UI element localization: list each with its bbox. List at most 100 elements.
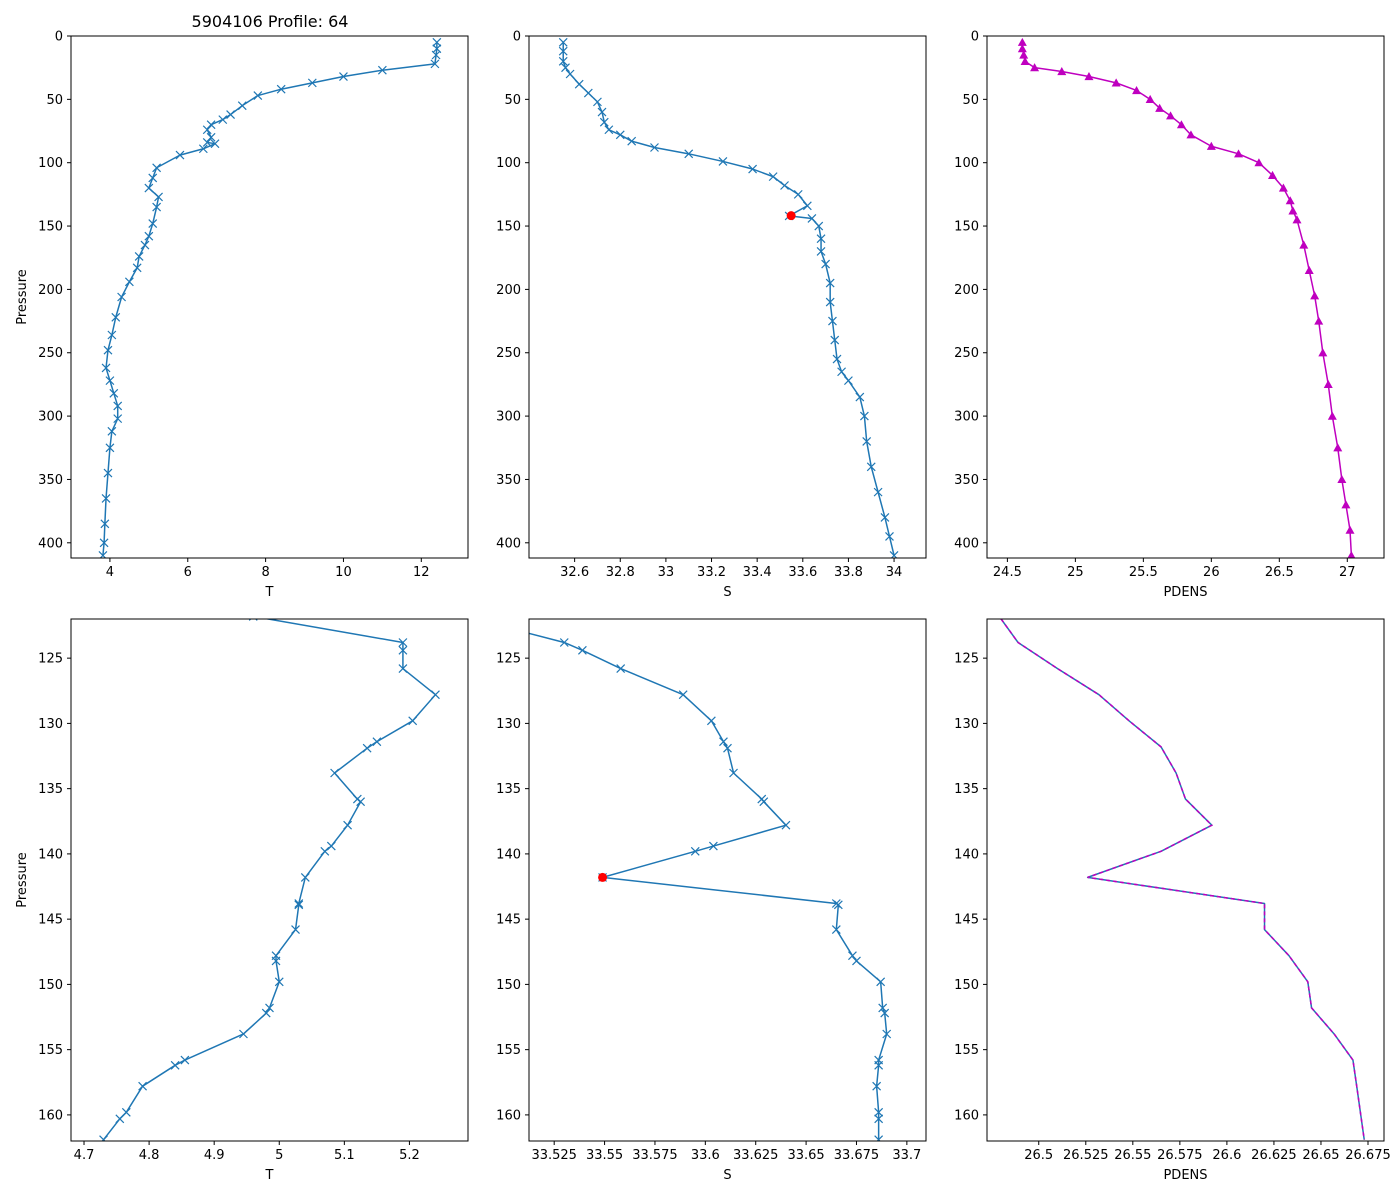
data-point — [175, 150, 185, 160]
data-point — [326, 841, 336, 851]
x-tick-label: 26.65 — [1302, 1148, 1339, 1163]
y-tick-label: 125 — [38, 652, 63, 667]
data-point — [874, 1114, 884, 1124]
data-point — [759, 797, 769, 807]
x-tick-label: 33.6 — [691, 1148, 720, 1163]
plot-area — [98, 37, 442, 558]
data-point — [111, 312, 121, 322]
data-point — [1268, 170, 1278, 179]
y-axis-label: Pressure — [15, 852, 30, 908]
data-point — [832, 354, 842, 364]
data-point — [362, 743, 372, 753]
y-tick-label: 50 — [962, 93, 979, 108]
data-point — [880, 513, 890, 522]
y-tick-label: 160 — [496, 1108, 521, 1123]
data-point — [678, 690, 688, 700]
x-tick-label: 5.2 — [399, 1148, 420, 1163]
data-point — [294, 900, 304, 910]
data-point — [431, 50, 441, 60]
data-point — [343, 820, 353, 830]
data-point — [276, 84, 286, 94]
x-tick-label: 33.7 — [892, 1148, 921, 1163]
data-point — [1299, 240, 1309, 249]
data-point — [408, 716, 418, 726]
data-point — [99, 1135, 108, 1141]
data-point — [1285, 196, 1295, 205]
data-point — [650, 143, 659, 152]
data-point — [561, 63, 570, 73]
data-point — [377, 65, 387, 75]
x-tick-label: 33.6 — [788, 565, 817, 580]
data-point — [1318, 348, 1328, 357]
data-point — [100, 519, 110, 529]
y-tick-label: 300 — [954, 410, 979, 425]
chart-panel-3: 4.7 4.8 4.9 5 5.1 5.2 125 130 135 140 145 150 155 160… — [15, 618, 469, 1183]
y-tick-label: 125 — [496, 652, 521, 667]
plot-area — [529, 632, 892, 1141]
data-point — [852, 956, 861, 966]
data-point — [307, 78, 317, 88]
y-tick-label: 0 — [55, 30, 63, 45]
data-point — [218, 115, 228, 125]
data-point — [872, 1081, 882, 1091]
y-tick-label: 350 — [38, 473, 63, 488]
x-tick-label: 33.575 — [632, 1148, 678, 1163]
data-point — [138, 1081, 148, 1091]
x-axis-label: S — [723, 585, 731, 600]
data-point — [356, 797, 366, 807]
data-point — [1132, 85, 1142, 95]
y-tick-label: 50 — [46, 93, 63, 108]
data-point — [802, 201, 812, 211]
x-axis-label: S — [723, 1168, 731, 1183]
x-tick-label: 26.525 — [1063, 1148, 1109, 1163]
data-point — [101, 494, 111, 503]
y-tick-label: 140 — [38, 847, 63, 862]
x-tick-label: 33.55 — [586, 1148, 623, 1163]
data-point — [1166, 111, 1176, 120]
y-axis-label: Pressure — [15, 269, 30, 325]
data-point — [115, 1114, 125, 1124]
y-tick-label: 150 — [496, 220, 521, 235]
y-tick-label: 100 — [38, 156, 63, 171]
y-tick-label: 145 — [954, 913, 979, 928]
axes-frame — [986, 618, 1385, 1142]
y-tick-label: 135 — [496, 782, 521, 797]
data-point — [113, 414, 123, 424]
data-point — [559, 638, 569, 647]
data-point — [873, 487, 883, 497]
y-tick-label: 250 — [954, 346, 979, 361]
data-point — [1254, 158, 1264, 167]
x-tick-label: 4.9 — [204, 1148, 225, 1163]
series-line — [102, 42, 438, 556]
data-point — [723, 743, 732, 753]
y-tick-label: 150 — [38, 220, 63, 235]
data-point — [885, 532, 894, 541]
y-tick-label: 250 — [496, 346, 521, 361]
data-point — [1288, 206, 1298, 215]
data-point — [117, 292, 127, 302]
data-point — [1176, 120, 1186, 129]
y-tick-label: 130 — [496, 717, 521, 732]
x-tick-label: 26.625 — [1251, 1148, 1297, 1163]
chart-panel-0: 4 6 8 10 12 0 50 100 150 200 250 300 350 400 T Pressure — [15, 30, 469, 600]
data-point — [140, 240, 150, 250]
series-line — [562, 42, 895, 556]
data-point — [1292, 215, 1302, 224]
data-point — [768, 172, 778, 182]
data-point — [874, 1060, 884, 1070]
y-tick-label: 200 — [38, 283, 63, 298]
data-point — [880, 1008, 890, 1018]
x-axis-label: T — [265, 1168, 274, 1183]
data-point — [180, 1055, 190, 1065]
panels-group: 4 6 8 10 12050100150200250300350400TPressure… — [15, 30, 1391, 1184]
data-point — [876, 977, 886, 987]
data-point — [291, 925, 300, 935]
y-tick-label: 150 — [38, 978, 63, 993]
x-tick-label: 33.625 — [733, 1148, 779, 1163]
data-point — [105, 443, 115, 453]
data-point — [565, 69, 575, 79]
y-tick-label: 100 — [496, 156, 521, 171]
y-tick-label: 250 — [38, 346, 63, 361]
x-axis-label: T — [265, 585, 274, 600]
data-point — [807, 214, 817, 223]
